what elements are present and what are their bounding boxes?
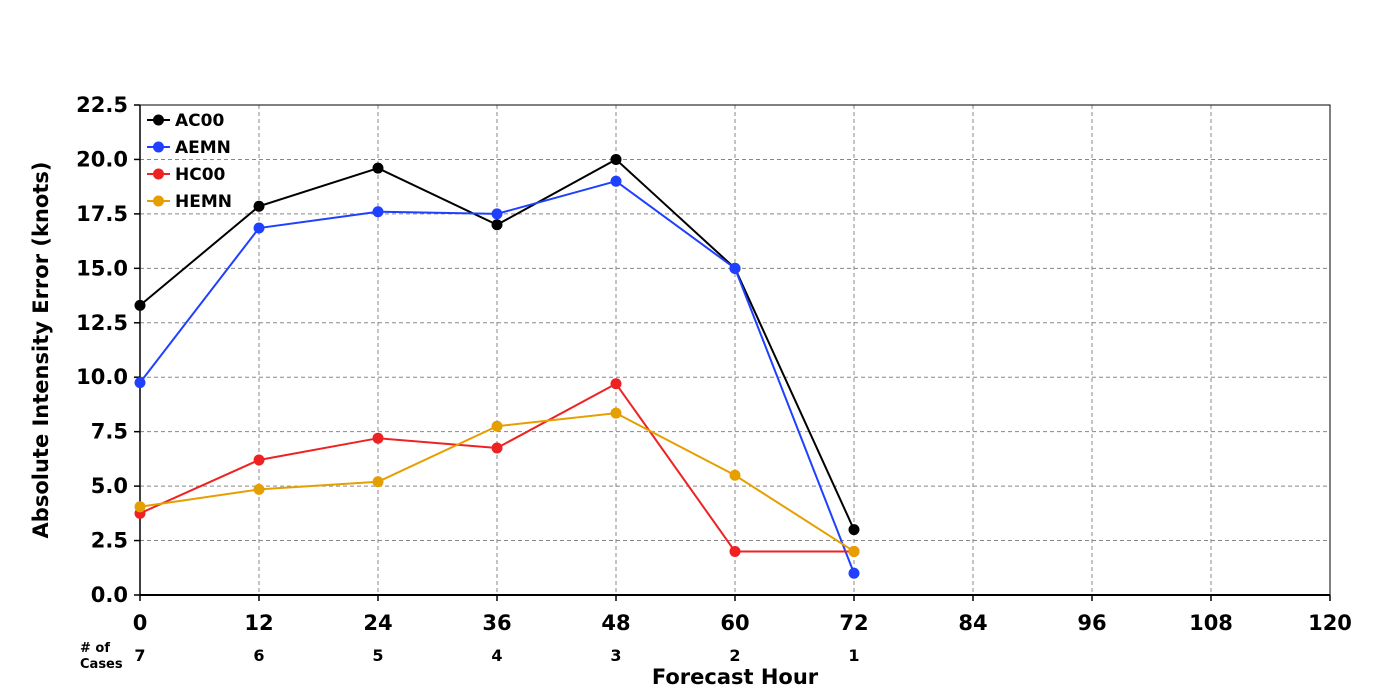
data-point-hemn	[610, 407, 622, 419]
data-point-hemn	[848, 545, 860, 557]
y-tick-label: 0.0	[91, 583, 128, 607]
tick-labels: 0 12 24 36 48 60 72 84 96 108 120 0.0 2.5 5.0 7.5 10.0 1…	[76, 93, 1352, 635]
data-point-hc00	[491, 442, 503, 454]
case-count: 5	[372, 646, 383, 665]
case-count: 2	[729, 646, 740, 665]
data-point-aemn	[729, 262, 741, 274]
x-axis-label: Forecast Hour	[652, 665, 819, 689]
y-tick-label: 12.5	[76, 311, 128, 335]
x-tick-label: 48	[601, 611, 630, 635]
data-point-ac00	[372, 162, 384, 174]
series-hemn	[134, 407, 860, 557]
x-tick-label: 24	[363, 611, 392, 635]
y-tick-label: 10.0	[76, 365, 128, 389]
data-point-ac00	[491, 219, 503, 231]
case-count: 3	[610, 646, 621, 665]
y-tick-label: 17.5	[76, 202, 128, 226]
y-tick-label: 7.5	[91, 420, 128, 444]
x-tick-label: 72	[839, 611, 868, 635]
x-tick-label: 120	[1308, 611, 1352, 635]
series-aemn	[134, 175, 860, 579]
data-point-aemn	[134, 377, 146, 389]
data-point-hemn	[253, 483, 265, 495]
x-tick-label: 0	[133, 611, 148, 635]
data-point-hemn	[134, 501, 146, 513]
legend-label: HEMN	[175, 192, 232, 212]
data-point-aemn	[848, 567, 860, 579]
legend: AC00 AEMN HC00 HEMN	[147, 111, 232, 212]
legend-marker	[153, 114, 164, 126]
y-tick-label: 22.5	[76, 93, 128, 117]
x-tick-label: 108	[1189, 611, 1233, 635]
x-tick-label: 96	[1077, 611, 1106, 635]
data-point-hc00	[253, 454, 265, 466]
data-point-aemn	[372, 206, 384, 218]
series-line-hemn	[139, 412, 855, 553]
data-point-aemn	[253, 222, 265, 234]
x-tick-label: 60	[720, 611, 749, 635]
y-tick-label: 2.5	[91, 529, 128, 553]
cases-label-line-2: Cases	[80, 657, 123, 672]
legend-marker	[153, 195, 164, 207]
data-point-ac00	[134, 299, 146, 311]
x-tick-label: 36	[482, 611, 511, 635]
data-point-ac00	[848, 524, 860, 536]
case-count: 4	[491, 646, 502, 665]
legend-item-ac00: AC00	[147, 111, 224, 131]
data-point-hemn	[729, 469, 741, 481]
case-count: 7	[134, 646, 145, 665]
data-point-ac00	[610, 153, 622, 165]
case-count: 6	[253, 646, 264, 665]
legend-label: HC00	[175, 165, 226, 185]
legend-item-hemn: HEMN	[147, 192, 232, 212]
data-point-hc00	[610, 378, 622, 390]
series-hc00	[134, 378, 860, 557]
data-point-aemn	[610, 175, 622, 187]
y-tick-label: 20.0	[76, 147, 128, 171]
x-tick-label: 12	[244, 611, 273, 635]
x-tick-label: 84	[958, 611, 987, 635]
data-point-aemn	[491, 208, 503, 220]
y-tick-label: 15.0	[76, 256, 128, 280]
legend-item-hc00: HC00	[147, 165, 226, 185]
data-series	[134, 153, 860, 579]
data-point-hc00	[729, 545, 741, 557]
cases-label-line-1: # of	[80, 641, 110, 656]
data-point-hc00	[372, 432, 384, 444]
legend-marker	[153, 168, 164, 180]
data-point-hemn	[372, 476, 384, 488]
axes	[134, 104, 1331, 601]
y-tick-label: 5.0	[91, 474, 128, 498]
grid-lines	[140, 105, 1330, 595]
legend-label: AEMN	[175, 138, 231, 158]
y-axis-label: Absolute Intensity Error (knots)	[29, 162, 53, 539]
data-point-hemn	[491, 420, 503, 432]
legend-marker	[153, 141, 164, 153]
data-point-ac00	[253, 200, 265, 212]
legend-item-aemn: AEMN	[147, 138, 231, 158]
case-count: 1	[848, 646, 859, 665]
legend-label: AC00	[175, 111, 224, 131]
